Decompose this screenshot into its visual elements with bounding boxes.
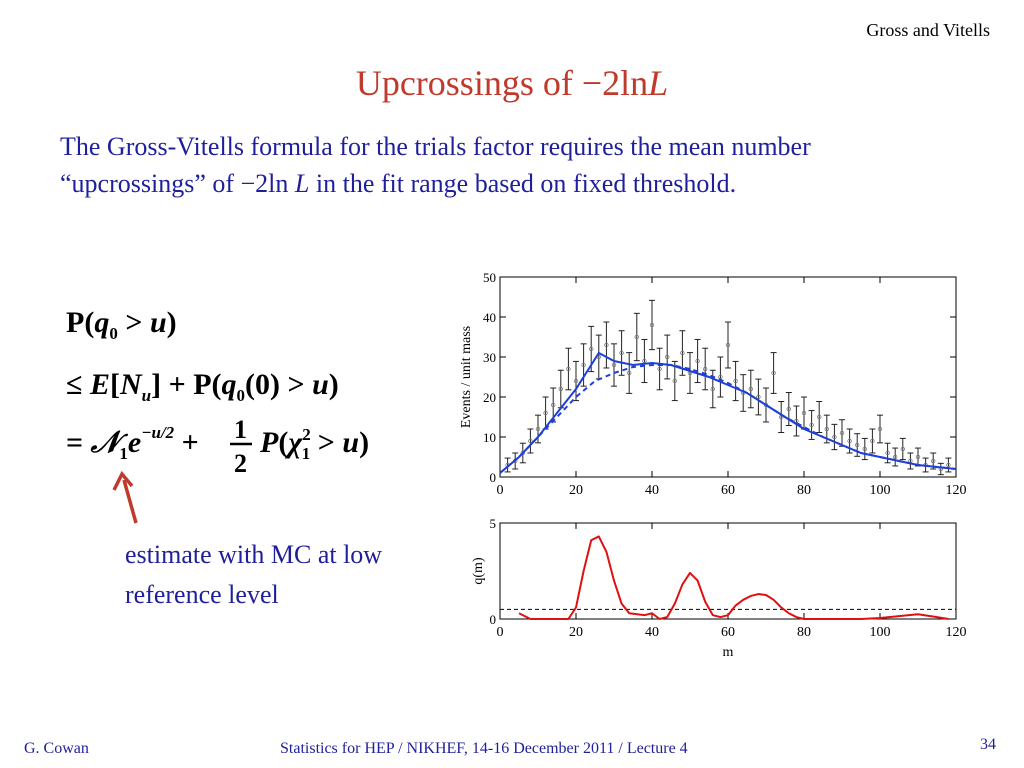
- data-point: [725, 342, 731, 348]
- data-point: [664, 354, 670, 360]
- bottom-y-axis-label: q(m): [471, 557, 486, 585]
- data-point: [550, 402, 556, 408]
- up-arrow-icon: [112, 470, 138, 524]
- data-point: [528, 438, 533, 444]
- data-point: [870, 438, 875, 444]
- top-x-tick-label: 60: [721, 483, 735, 498]
- data-point: [931, 458, 936, 464]
- data-point: [809, 422, 814, 428]
- data-point: [771, 370, 776, 376]
- data-point: [877, 426, 883, 432]
- bottom-x-tick-label: 0: [497, 625, 504, 640]
- bottom-y-tick-label: 5: [490, 516, 497, 531]
- bottom-x-tick-label: 80: [797, 625, 811, 640]
- corner-label: Gross and Vitells: [866, 20, 990, 40]
- data-point: [832, 434, 837, 440]
- body-part2: in the fit range based on fixed threshol…: [309, 169, 737, 198]
- data-point: [619, 350, 624, 356]
- data-point: [558, 386, 563, 392]
- data-point: [535, 426, 541, 432]
- svg-text:2: 2: [234, 449, 247, 478]
- top-y-tick-label: 30: [483, 350, 496, 365]
- data-point: [748, 386, 753, 392]
- top-x-tick-label: 40: [645, 483, 659, 498]
- bottom-x-axis-label: m: [723, 645, 734, 660]
- top-y-tick-label: 0: [490, 470, 497, 485]
- data-point: [824, 426, 829, 432]
- svg-text:= 𝒩1e−u/2 +: = 𝒩1e−u/2 +: [66, 423, 199, 463]
- bottom-x-tick-label: 40: [645, 625, 659, 640]
- data-point: [573, 378, 579, 384]
- data-point: [900, 446, 905, 452]
- top-x-tick-label: 0: [497, 483, 504, 498]
- data-point: [566, 366, 571, 372]
- footer-author: G. Cowan: [24, 740, 89, 757]
- top-y-tick-label: 20: [483, 390, 496, 405]
- data-point: [893, 454, 898, 460]
- data-point: [695, 358, 700, 364]
- slide-title-text: Upcrossings of −2ln: [355, 63, 649, 103]
- data-point: [817, 414, 822, 420]
- q-of-m-plot: 0 20 40 60 80 100 120 0 5 q(m) m: [471, 516, 967, 660]
- page-number: 34: [980, 736, 996, 753]
- data-point: [604, 342, 609, 348]
- data-point: [885, 450, 890, 456]
- data-point: [733, 378, 738, 384]
- svg-text:P(q0 > u): P(q0 > u): [66, 306, 177, 343]
- bottom-x-tick-label: 60: [721, 625, 735, 640]
- data-point: [801, 410, 807, 416]
- bottom-x-tick-label: 120: [946, 625, 967, 640]
- data-point: [672, 378, 677, 384]
- data-point: [839, 430, 845, 436]
- top-x-tick-label: 120: [946, 483, 967, 498]
- data-point: [794, 418, 799, 424]
- data-point: [756, 394, 761, 400]
- top-y-tick-label: 40: [483, 310, 496, 325]
- bottom-x-tick-label: 100: [870, 625, 891, 640]
- bottom-x-tick-label: 20: [569, 625, 583, 640]
- top-x-tick-label: 100: [870, 483, 891, 498]
- trials-factor-formula: P(q0 > u) ≤ E[Nu] + P(q0(0) > u) = 𝒩1e−u…: [66, 306, 369, 478]
- data-point: [862, 446, 867, 452]
- data-point: [946, 462, 951, 468]
- data-point: [657, 366, 662, 372]
- plot-frame-bottom: [499, 522, 957, 620]
- svg-text:P(χ21 > u): P(χ2 1 > u): [259, 425, 369, 463]
- top-y-tick-label: 50: [483, 270, 496, 285]
- data-point: [847, 438, 852, 444]
- data-point: [634, 334, 639, 340]
- body-italic: L: [294, 169, 310, 198]
- data-point: [702, 366, 708, 372]
- data-point: [611, 362, 617, 368]
- data-point: [710, 386, 715, 392]
- data-point: [581, 362, 586, 368]
- body-paragraph: The Gross-Vitells formula for the trials…: [60, 128, 900, 202]
- data-point: [543, 410, 548, 416]
- data-point: [588, 346, 594, 352]
- svg-text:1: 1: [234, 415, 247, 444]
- estimate-note: estimate with MC at low reference level: [125, 540, 383, 609]
- fit-curve-dashed: [499, 364, 957, 474]
- data-point: [626, 370, 632, 376]
- top-x-tick-label: 80: [797, 483, 811, 498]
- slide-title: Upcrossings of −2lnL: [0, 62, 1024, 104]
- data-point: [680, 350, 685, 356]
- data-point: [520, 450, 525, 456]
- data-point: [855, 442, 860, 448]
- data-point: [786, 406, 791, 412]
- top-y-tick-label: 10: [483, 430, 496, 445]
- top-y-axis-label: Events / unit mass: [459, 326, 474, 428]
- body-part1: The Gross-Vitells formula for the trials…: [60, 132, 811, 198]
- bottom-y-tick-label: 0: [490, 612, 497, 627]
- events-mass-plot: 0 20 40 60 80 100 120 0 10 20 30 40 50 Events / unit…: [459, 270, 967, 498]
- svg-text:≤ E[Nu] + P(q0(0) > u): ≤ E[Nu] + P(q0(0) > u): [66, 368, 339, 405]
- data-point: [915, 454, 921, 460]
- slide-title-italic: L: [648, 63, 669, 103]
- q-curve: [518, 535, 949, 620]
- data-point: [649, 322, 655, 328]
- top-x-tick-label: 20: [569, 483, 583, 498]
- footer-lecture-info: Statistics for HEP / NIKHEF, 14-16 Decem…: [280, 740, 688, 757]
